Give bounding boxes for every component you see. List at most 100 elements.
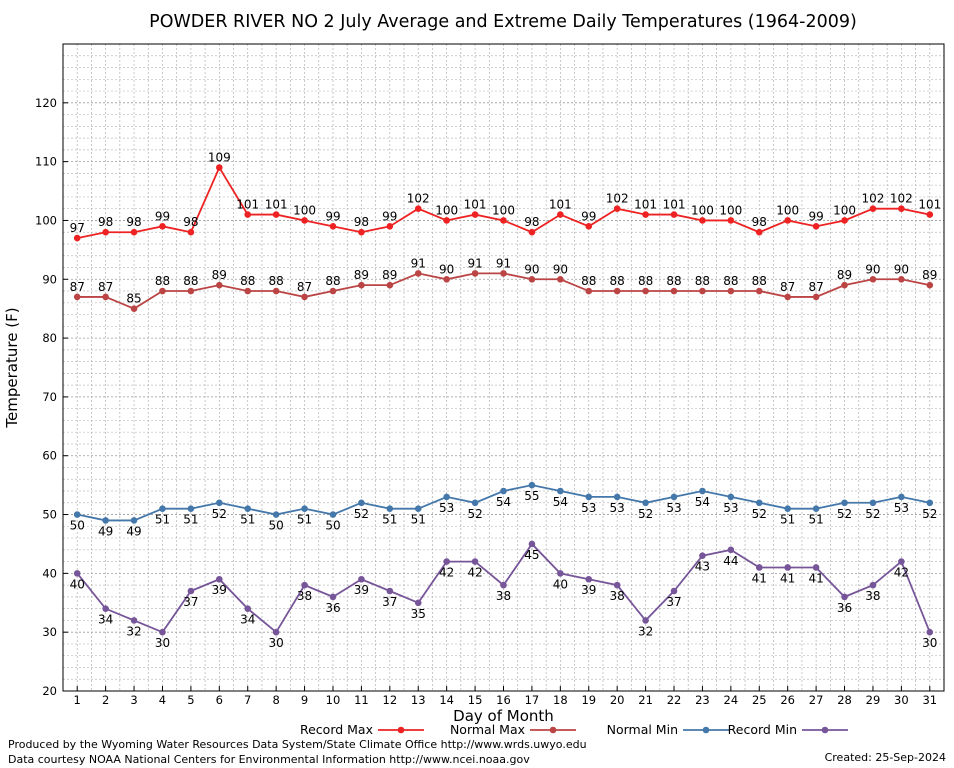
data-label-record-min: 40 [553,577,568,591]
data-point-normal-max [500,270,507,277]
x-tick-label: 28 [837,693,852,707]
data-point-normal-min [73,511,81,518]
data-label-record-min: 42 [467,566,482,580]
data-point-normal-min [812,505,820,512]
x-tick-label: 20 [610,693,625,707]
data-label-normal-max: 89 [922,268,937,282]
data-label-record-min: 43 [695,560,710,574]
data-point-record-min [159,628,166,636]
data-point-normal-max [784,293,791,301]
data-point-normal-min [784,505,791,512]
data-label-normal-min: 51 [183,513,198,527]
created-date: Created: 25-Sep-2024 [824,751,946,764]
data-point-record-min [500,581,507,589]
data-point-normal-min [301,505,308,512]
y-tick-label: 40 [42,566,57,580]
data-point-record-min [102,605,109,612]
y-tick-label: 20 [42,684,57,698]
data-point-record-min [812,564,820,571]
data-label-normal-min: 51 [297,513,312,527]
data-label-normal-min: 53 [610,501,625,515]
data-point-record-min [784,564,791,571]
data-label-normal-max: 88 [155,274,170,288]
x-tick-label: 6 [216,693,223,707]
data-label-record-max: 100 [492,203,515,217]
data-label-record-max: 109 [208,151,231,165]
data-label-normal-min: 50 [325,519,340,533]
x-tick-label: 18 [553,693,568,707]
data-label-normal-min: 53 [723,501,738,515]
data-point-record-min [244,605,252,612]
y-tick-label: 50 [42,508,57,522]
data-label-normal-min: 52 [865,507,880,521]
x-tick-label: 8 [272,693,279,707]
x-tick-label: 12 [383,693,398,707]
data-point-record-min [386,587,394,595]
data-label-normal-max: 90 [553,262,568,276]
data-point-normal-max [73,293,81,301]
data-label-normal-max: 88 [752,274,767,288]
data-label-normal-max: 91 [496,256,511,270]
data-label-record-min: 32 [638,624,653,638]
data-point-record-max [216,164,223,171]
data-point-normal-max [585,287,593,295]
data-point-normal-max [898,275,905,283]
x-tick-label: 30 [894,693,909,707]
data-point-record-min [869,581,877,589]
data-point-record-max [557,211,564,218]
data-label-record-max: 99 [808,209,823,223]
x-axis-label: Day of Month [453,707,554,725]
data-label-normal-min: 51 [240,513,255,527]
legend-label: Normal Min [607,722,678,737]
data-point-record-max [102,228,109,236]
legend-swatch-marker [397,726,405,734]
y-tick-label: 90 [42,272,57,286]
data-label-normal-max: 88 [695,274,710,288]
data-point-normal-min [216,499,223,507]
data-point-normal-max [386,281,394,289]
data-label-record-max: 99 [382,209,397,223]
data-point-normal-max [869,275,877,283]
data-point-normal-min [613,493,621,501]
data-point-record-min [670,587,678,595]
x-tick-label: 5 [187,693,194,707]
data-point-normal-min [102,517,109,524]
data-point-normal-min [130,517,138,524]
data-point-normal-max [812,293,820,301]
data-label-normal-min: 52 [752,507,767,521]
y-tick-label: 110 [35,155,57,169]
data-point-record-min [642,617,649,624]
data-label-normal-max: 87 [297,280,312,294]
data-point-normal-min [699,487,706,495]
data-label-normal-min: 53 [439,501,454,515]
data-point-record-max [841,217,848,224]
data-label-record-min: 39 [581,583,596,597]
data-point-normal-min [670,493,678,501]
data-point-normal-min [869,499,877,507]
x-tick-label: 27 [809,693,824,707]
data-label-normal-max: 91 [411,256,426,270]
data-label-normal-max: 88 [269,274,284,288]
data-point-record-max [358,228,365,236]
data-label-normal-max: 88 [666,274,681,288]
data-point-record-max [187,228,195,236]
data-label-record-min: 36 [325,601,340,615]
data-label-record-max: 102 [407,192,430,206]
data-label-record-max: 101 [663,198,686,212]
y-tick-label: 100 [35,213,57,227]
data-label-record-min: 41 [808,571,823,585]
data-point-normal-max [642,287,649,295]
data-label-normal-min: 51 [808,513,823,527]
data-label-normal-max: 89 [837,268,852,282]
data-point-normal-max [159,287,166,295]
data-label-record-min: 38 [610,589,625,603]
data-label-record-min: 42 [894,566,909,580]
data-label-normal-min: 54 [496,495,511,509]
y-tick-label: 80 [42,331,57,345]
data-point-record-min [73,570,81,577]
data-label-normal-min: 52 [922,507,937,521]
data-point-record-min [301,581,308,589]
x-tick-label: 23 [695,693,710,707]
data-point-normal-max [329,287,337,295]
data-label-normal-max: 91 [467,256,482,270]
